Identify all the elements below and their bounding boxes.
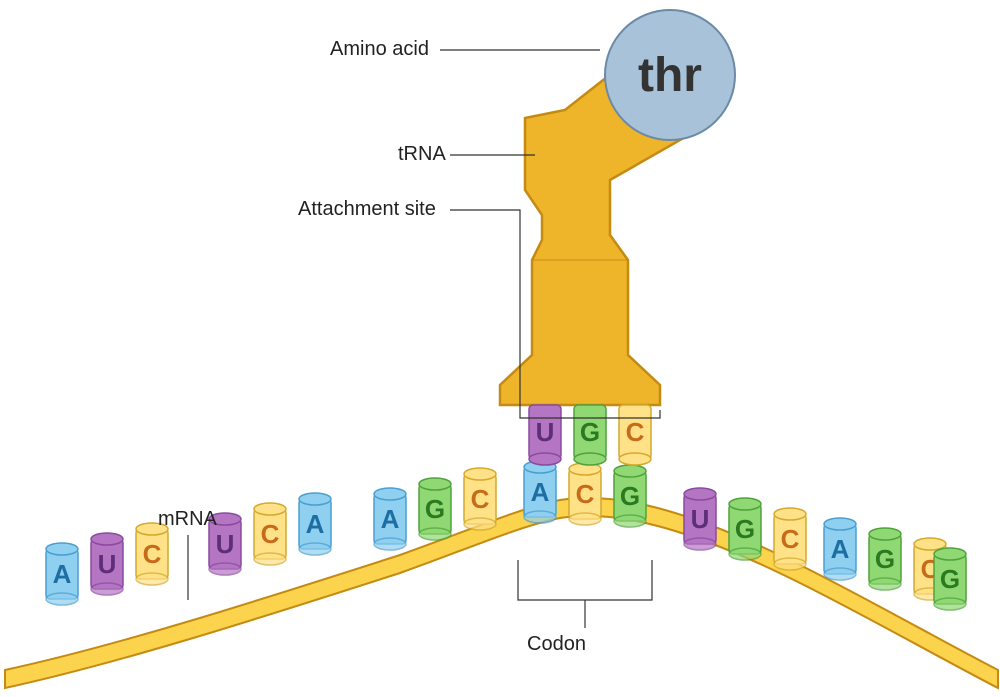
nucleotide-label: C bbox=[261, 519, 280, 549]
nucleotide-C: C bbox=[569, 463, 601, 525]
codon-bracket bbox=[518, 560, 652, 600]
nucleotide-A: A bbox=[299, 493, 331, 555]
nucleotide-label: A bbox=[831, 534, 850, 564]
nucleotide-label: A bbox=[381, 504, 400, 534]
nucleotide-G: G bbox=[869, 528, 901, 590]
nucleotide-C: C bbox=[254, 503, 286, 565]
nucleotide-label: A bbox=[531, 477, 550, 507]
nucleotide-G: G bbox=[934, 548, 966, 610]
nucleotide-label: A bbox=[53, 559, 72, 589]
nucleotide-label: U bbox=[98, 549, 117, 579]
nucleotide-A: A bbox=[46, 543, 78, 605]
nucleotide-A: A bbox=[374, 488, 406, 550]
nucleotide-U: U bbox=[91, 533, 123, 595]
nucleotide-label: C bbox=[471, 484, 490, 514]
label-amino-acid: Amino acid bbox=[330, 38, 429, 60]
nucleotide-label: C bbox=[143, 539, 162, 569]
label-codon: Codon bbox=[527, 633, 586, 655]
nucleotide-label: G bbox=[735, 514, 755, 544]
label-attachment-site: Attachment site bbox=[298, 198, 436, 220]
nucleotide-label: G bbox=[940, 564, 960, 594]
amino-acid-abbrev: thr bbox=[638, 49, 702, 102]
nucleotide-A: A bbox=[524, 461, 556, 523]
anticodon-label: C bbox=[626, 417, 645, 447]
anticodon-label: G bbox=[580, 417, 600, 447]
nucleotide-G: G bbox=[614, 465, 646, 527]
nucleotide-label: G bbox=[620, 481, 640, 511]
label-mrna: mRNA bbox=[158, 508, 218, 530]
label-trna: tRNA bbox=[398, 143, 446, 165]
anticodon-G: G bbox=[574, 405, 606, 465]
nucleotide-C: C bbox=[136, 523, 168, 585]
nucleotide-label: G bbox=[875, 544, 895, 574]
nucleotide-G: G bbox=[729, 498, 761, 560]
nucleotide-G: G bbox=[419, 478, 451, 540]
nucleotide-C: C bbox=[464, 468, 496, 530]
nucleotide-label: C bbox=[781, 524, 800, 554]
anticodon-U: U bbox=[529, 405, 561, 465]
nucleotide-U: U bbox=[684, 488, 716, 550]
nucleotide-label: U bbox=[216, 529, 235, 559]
nucleotide-A: A bbox=[824, 518, 856, 580]
nucleotide-C: C bbox=[774, 508, 806, 570]
nucleotide-label: A bbox=[306, 509, 325, 539]
nucleotide-label: U bbox=[691, 504, 710, 534]
anticodon-label: U bbox=[536, 417, 555, 447]
nucleotide-label: C bbox=[576, 479, 595, 509]
nucleotide-label: G bbox=[425, 494, 445, 524]
anticodon-C: C bbox=[619, 405, 651, 465]
